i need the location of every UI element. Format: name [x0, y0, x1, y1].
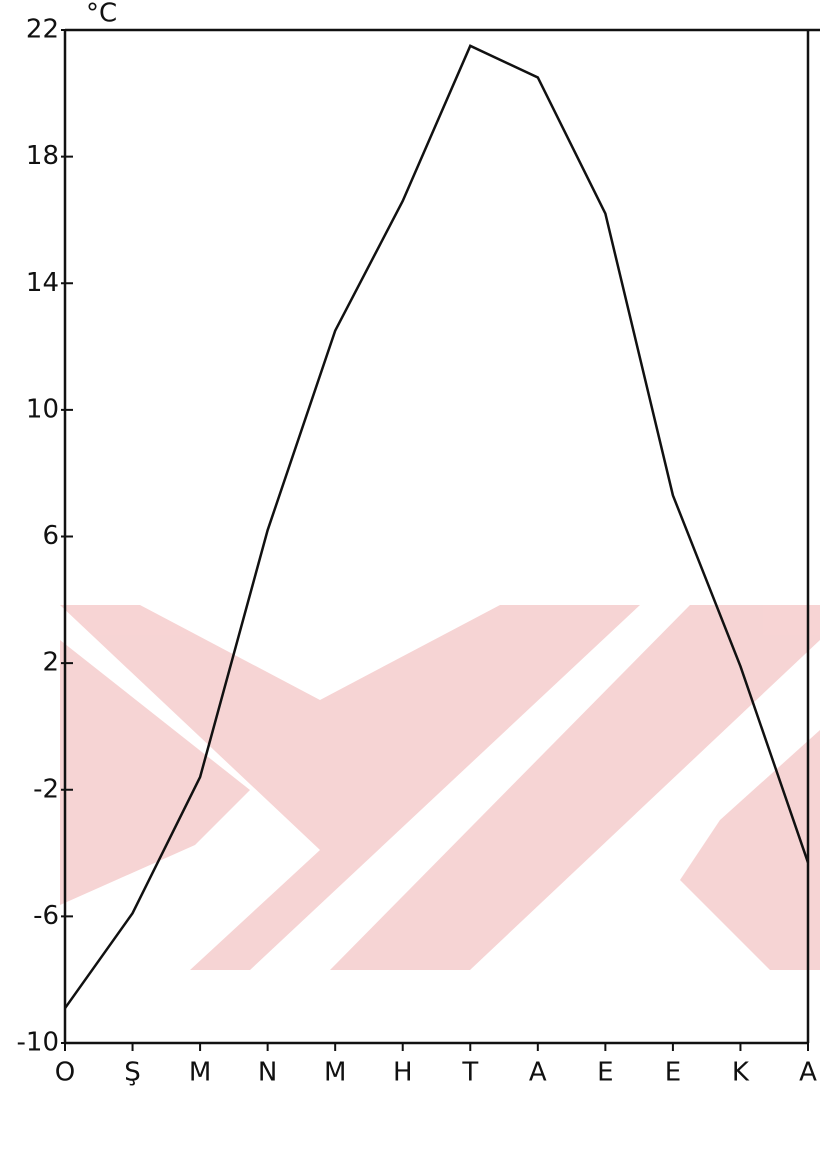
x-tick-label: Ş: [124, 1058, 141, 1088]
x-tick-label: M: [324, 1058, 346, 1088]
x-tick-label: T: [461, 1058, 478, 1088]
x-tick-label: M: [189, 1058, 211, 1088]
y-tick-label: 2: [42, 648, 59, 678]
y-tick-label: -10: [17, 1028, 59, 1058]
x-tick-label: A: [799, 1058, 817, 1088]
x-tick-label: E: [597, 1058, 613, 1088]
x-tick-label: O: [55, 1058, 75, 1088]
y-tick-label: 18: [26, 141, 59, 171]
x-tick-label: H: [393, 1058, 413, 1088]
y-tick-label: -2: [33, 774, 59, 804]
x-tick-label: E: [665, 1058, 681, 1088]
y-tick-label: 10: [26, 394, 59, 424]
x-tick-label: K: [732, 1058, 750, 1088]
y-tick-label: -6: [33, 901, 59, 931]
x-tick-label: N: [258, 1058, 277, 1088]
y-tick-label: 14: [26, 268, 59, 298]
x-tick-label: A: [529, 1058, 547, 1088]
y-tick-label: 22: [26, 15, 59, 45]
watermark: [60, 605, 820, 970]
data-line: [63, 44, 810, 1009]
y-axis-label: °C: [86, 0, 117, 29]
y-tick-label: 6: [42, 521, 59, 551]
